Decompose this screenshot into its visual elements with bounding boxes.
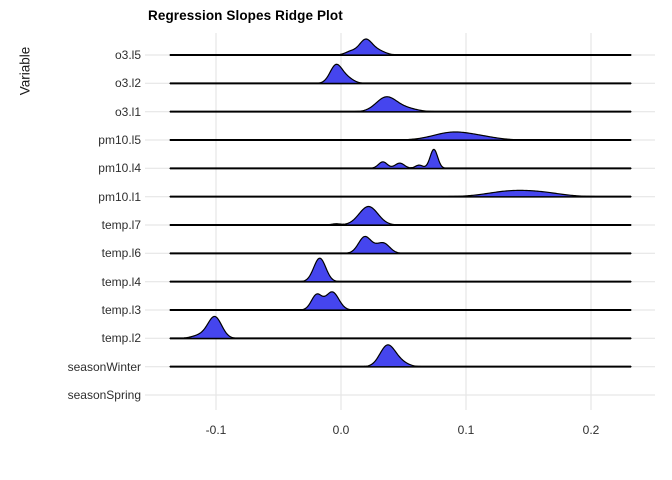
y-tick-label-temp.l4: temp.l4 [101,274,141,289]
y-tick-label-temp.l3: temp.l3 [101,302,141,317]
ridge-density-o3.l5 [169,38,632,56]
ridge-density-temp.l4 [169,257,632,283]
y-tick-label-seasonSpring: seasonSpring [67,387,141,402]
y-tick-label-seasonWinter: seasonWinter [67,359,141,374]
ridge-density-temp.l6 [169,235,632,254]
ridge-density-o3.l2 [169,63,632,84]
ridge-density-temp.l7 [169,205,632,226]
ridge-density-temp.l3 [169,291,632,311]
y-tick-label-temp.l7: temp.l7 [101,217,141,232]
ridge-density-pm10.l5 [169,131,632,141]
y-tick-label-o3.l2: o3.l2 [114,76,141,91]
y-tick-label-o3.l5: o3.l5 [114,48,141,62]
ridge-density-o3.l1 [169,96,632,113]
y-tick-label-pm10.l4: pm10.l4 [98,161,141,176]
ridge-density-pm10.l1 [169,189,632,198]
x-tick-label-0.2: 0.2 [582,423,600,437]
ridge-density-pm10.l4 [169,148,632,169]
x-tick-label-0.0: 0.0 [332,423,350,437]
x-tick-label--0.1: -0.1 [205,423,227,437]
plot-title: Regression Slopes Ridge Plot [148,8,343,23]
ridge-density-seasonWinter [169,344,632,368]
y-tick-label-o3.l1: o3.l1 [114,104,141,119]
y-tick-label-temp.l2: temp.l2 [101,331,141,346]
y-tick-label-temp.l6: temp.l6 [101,246,141,261]
y-tick-label-pm10.l5: pm10.l5 [98,132,141,147]
ridge-density-temp.l2 [169,315,632,339]
y-tick-label-pm10.l1: pm10.l1 [98,189,141,204]
x-tick-label-0.1: 0.1 [457,423,475,437]
